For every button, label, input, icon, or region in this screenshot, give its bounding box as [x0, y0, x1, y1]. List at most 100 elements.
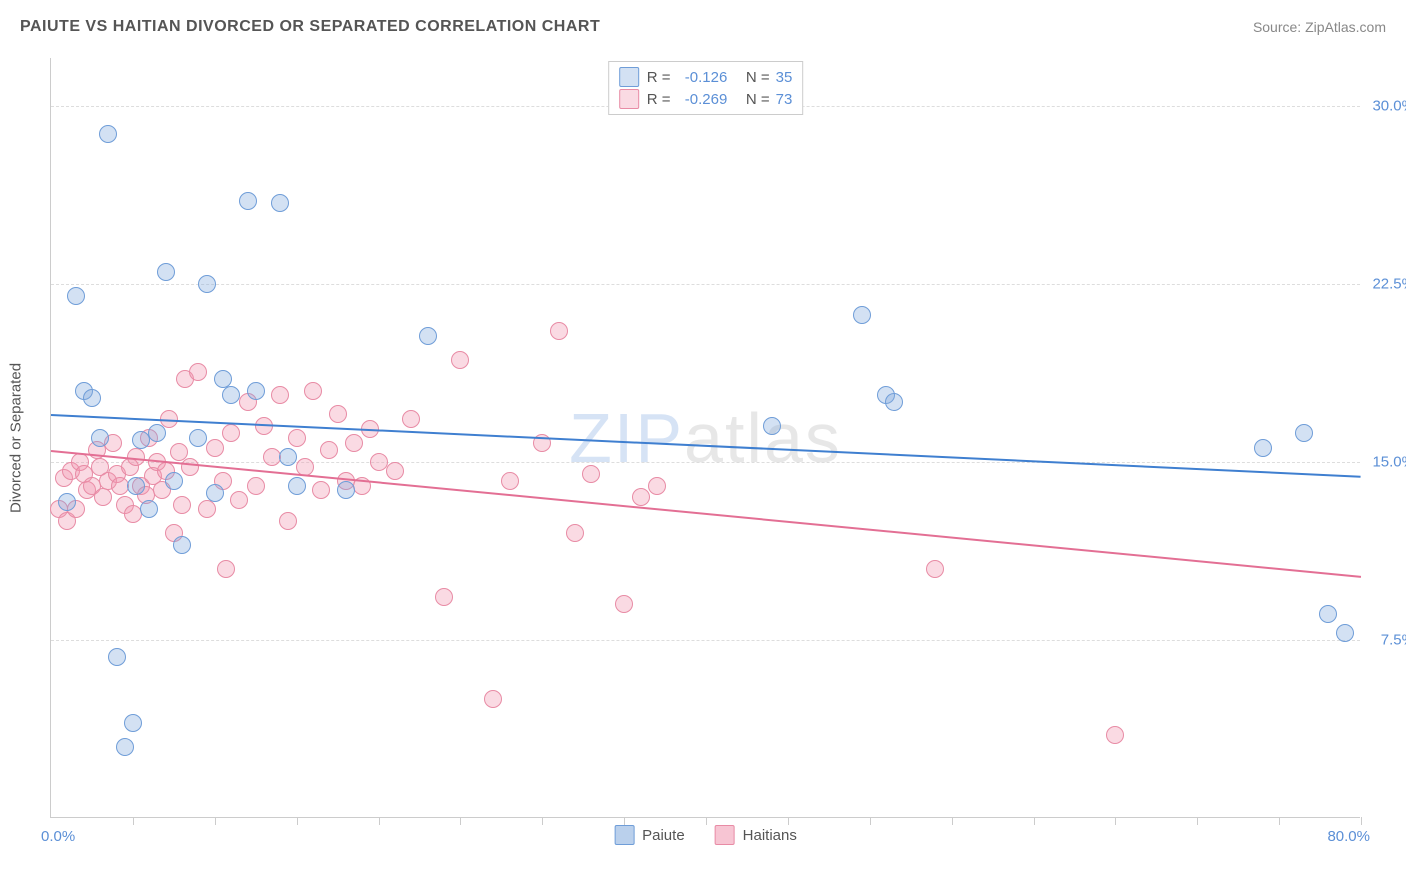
- scatter-point: [111, 477, 129, 495]
- x-tick: [788, 817, 789, 825]
- legend-label: Paiute: [642, 827, 685, 844]
- scatter-point: [1254, 439, 1272, 457]
- scatter-point: [288, 477, 306, 495]
- scatter-point: [853, 306, 871, 324]
- x-tick: [952, 817, 953, 825]
- scatter-point: [189, 363, 207, 381]
- scatter-point: [247, 382, 265, 400]
- legend-swatch: [619, 67, 639, 87]
- scatter-point: [83, 389, 101, 407]
- x-tick: [215, 817, 216, 825]
- x-tick: [870, 817, 871, 825]
- x-tick: [542, 817, 543, 825]
- scatter-point: [279, 512, 297, 530]
- scatter-point: [165, 472, 183, 490]
- scatter-point: [94, 488, 112, 506]
- chart-source: Source: ZipAtlas.com: [1253, 19, 1386, 35]
- legend-swatch: [715, 825, 735, 845]
- scatter-point: [451, 351, 469, 369]
- scatter-point: [484, 690, 502, 708]
- scatter-point: [181, 458, 199, 476]
- scatter-point: [632, 488, 650, 506]
- scatter-point: [189, 429, 207, 447]
- scatter-point: [566, 524, 584, 542]
- x-tick: [624, 817, 625, 825]
- scatter-point: [214, 370, 232, 388]
- scatter-point: [127, 477, 145, 495]
- scatter-point: [329, 405, 347, 423]
- scatter-point: [1295, 424, 1313, 442]
- scatter-point: [370, 453, 388, 471]
- x-tick: [1197, 817, 1198, 825]
- scatter-point: [198, 500, 216, 518]
- chart-header: PAIUTE VS HAITIAN DIVORCED OR SEPARATED …: [20, 18, 1386, 36]
- x-min-label: 0.0%: [41, 828, 75, 845]
- gridline: [51, 640, 1360, 641]
- scatter-point: [239, 192, 257, 210]
- y-tick-label: 7.5%: [1381, 631, 1406, 648]
- scatter-point: [615, 595, 633, 613]
- scatter-point: [157, 263, 175, 281]
- x-tick: [1361, 817, 1362, 825]
- scatter-point: [91, 429, 109, 447]
- scatter-point: [173, 496, 191, 514]
- scatter-point: [67, 287, 85, 305]
- scatter-point: [108, 648, 126, 666]
- scatter-point: [271, 194, 289, 212]
- legend-row: R = -0.269 N = 73: [619, 88, 793, 110]
- watermark: ZIPatlas: [569, 398, 842, 478]
- scatter-point: [222, 424, 240, 442]
- scatter-point: [337, 481, 355, 499]
- scatter-point: [198, 275, 216, 293]
- scatter-point: [885, 393, 903, 411]
- scatter-point: [763, 417, 781, 435]
- x-tick: [1279, 817, 1280, 825]
- legend-text: R = -0.126 N = 35: [647, 69, 793, 86]
- scatter-point: [926, 560, 944, 578]
- scatter-point: [116, 738, 134, 756]
- y-tick-label: 22.5%: [1372, 275, 1406, 292]
- x-tick: [706, 817, 707, 825]
- scatter-point: [550, 322, 568, 340]
- scatter-point: [124, 714, 142, 732]
- scatter-point: [1106, 726, 1124, 744]
- trend-line: [51, 450, 1361, 578]
- scatter-point: [58, 493, 76, 511]
- x-tick: [133, 817, 134, 825]
- scatter-point: [222, 386, 240, 404]
- x-tick: [1034, 817, 1035, 825]
- gridline: [51, 284, 1360, 285]
- legend-swatch: [619, 89, 639, 109]
- scatter-point: [582, 465, 600, 483]
- scatter-point: [124, 505, 142, 523]
- scatter-point: [263, 448, 281, 466]
- y-axis-label: Divorced or Separated: [8, 362, 25, 512]
- legend-item: Haitians: [715, 825, 797, 845]
- scatter-point: [140, 500, 158, 518]
- legend-text: R = -0.269 N = 73: [647, 91, 793, 108]
- scatter-point: [648, 477, 666, 495]
- chart-title: PAIUTE VS HAITIAN DIVORCED OR SEPARATED …: [20, 18, 600, 36]
- scatter-point: [435, 588, 453, 606]
- x-max-label: 80.0%: [1327, 828, 1370, 845]
- scatter-point: [312, 481, 330, 499]
- x-tick: [379, 817, 380, 825]
- scatter-point: [132, 431, 150, 449]
- scatter-point: [173, 536, 191, 554]
- legend-item: Paiute: [614, 825, 685, 845]
- scatter-point: [1336, 624, 1354, 642]
- correlation-legend: R = -0.126 N = 35 R = -0.269 N = 73: [608, 61, 804, 115]
- legend-row: R = -0.126 N = 35: [619, 66, 793, 88]
- scatter-point: [230, 491, 248, 509]
- scatter-point: [206, 484, 224, 502]
- scatter-point: [99, 125, 117, 143]
- x-tick: [460, 817, 461, 825]
- y-tick-label: 30.0%: [1372, 97, 1406, 114]
- scatter-point: [320, 441, 338, 459]
- scatter-point: [1319, 605, 1337, 623]
- scatter-point: [419, 327, 437, 345]
- legend-label: Haitians: [743, 827, 797, 844]
- x-tick: [1115, 817, 1116, 825]
- scatter-point: [148, 424, 166, 442]
- scatter-point: [288, 429, 306, 447]
